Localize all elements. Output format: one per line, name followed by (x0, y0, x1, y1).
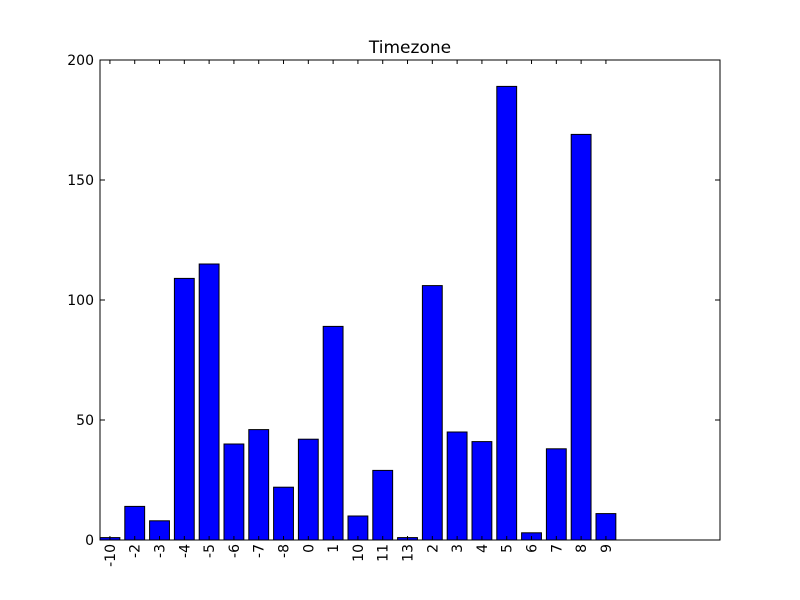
bar-1 (322, 325, 344, 541)
x-tick-label: 2 (425, 544, 441, 553)
chart-title: Timezone (368, 38, 451, 58)
bar-8 (570, 133, 592, 541)
x-tick-label: 5 (500, 544, 516, 553)
x-tick-label: 13 (401, 544, 417, 562)
x-tick-label: 4 (475, 544, 491, 553)
x-tick-label: -5 (202, 544, 218, 558)
bar-0 (297, 438, 319, 541)
bar--2 (124, 505, 146, 541)
x-tick-label: -7 (252, 544, 268, 558)
x-tick-label: 10 (351, 544, 367, 562)
bar-5 (496, 85, 518, 541)
bar--6 (223, 443, 245, 541)
bar--8 (273, 486, 294, 541)
x-tick-label: 7 (549, 544, 565, 553)
bar-4 (471, 441, 493, 541)
x-tick-label: -2 (128, 544, 144, 558)
bar-7 (545, 448, 567, 541)
x-tick-label: 6 (525, 544, 541, 553)
y-tick-label: 150 (67, 173, 94, 189)
x-tick-label: 3 (450, 544, 466, 553)
bar--4 (173, 277, 195, 541)
x-tick-label: 11 (376, 544, 392, 562)
x-tick-label: -8 (277, 544, 293, 558)
x-tick-label: 1 (326, 544, 342, 553)
bars-layer (99, 85, 617, 541)
x-tick-label: -6 (227, 544, 243, 558)
x-tick-label: 0 (301, 544, 317, 553)
bar--5 (198, 263, 220, 541)
y-tick-label: 100 (67, 293, 94, 309)
bar-2 (421, 285, 443, 541)
x-tick-label: -4 (177, 544, 193, 558)
y-tick-label: 200 (67, 53, 94, 69)
x-tick-label: 8 (574, 544, 590, 553)
plot-frame (99, 59, 721, 541)
x-tick-label: -10 (103, 544, 119, 567)
y-tick-label: 50 (76, 413, 94, 429)
bar-3 (446, 431, 468, 541)
bar--7 (248, 429, 270, 541)
bar-11 (372, 469, 394, 541)
x-tick-label: -3 (153, 544, 169, 558)
y-tick-label: 0 (85, 533, 94, 549)
x-tick-label: 9 (599, 544, 615, 553)
